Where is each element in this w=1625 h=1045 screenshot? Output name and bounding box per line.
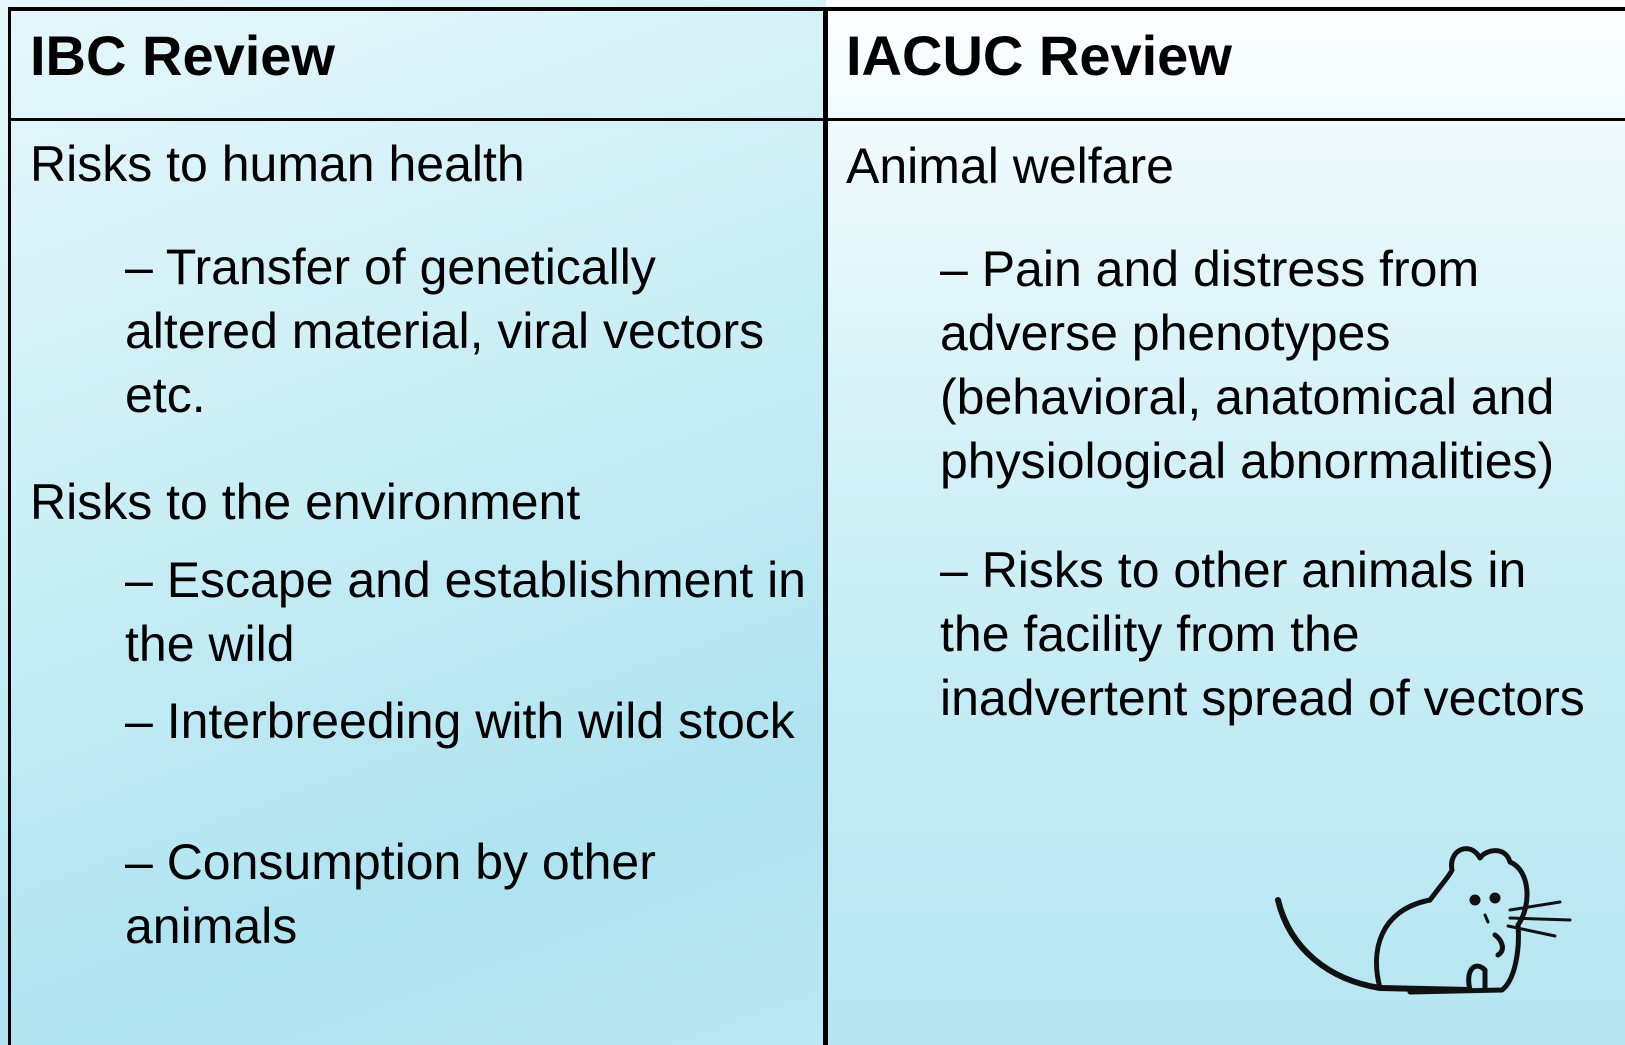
sub-item: – Pain and distress from adverse phenoty…: [940, 241, 1555, 489]
column-header: IBC Review: [30, 24, 335, 87]
sub-item: – Interbreeding with wild stock: [125, 693, 795, 749]
item: Risks to human health: [30, 136, 525, 192]
sub-item: – Consumption by other animals: [125, 834, 656, 954]
header-divider: [8, 118, 1625, 121]
sub-item: – Transfer of genetically altered materi…: [125, 239, 765, 423]
item: Risks to the environment: [30, 474, 581, 530]
sub-item: – Escape and establishment in the wild: [125, 552, 806, 672]
column-divider: [823, 7, 828, 1045]
mouse-illustration: [1275, 846, 1572, 995]
table-border: [8, 7, 1625, 1045]
sub-item: – Risks to other animals in the facility…: [940, 542, 1585, 726]
column-header: IACUC Review: [846, 24, 1232, 87]
item: Animal welfare: [846, 138, 1174, 194]
